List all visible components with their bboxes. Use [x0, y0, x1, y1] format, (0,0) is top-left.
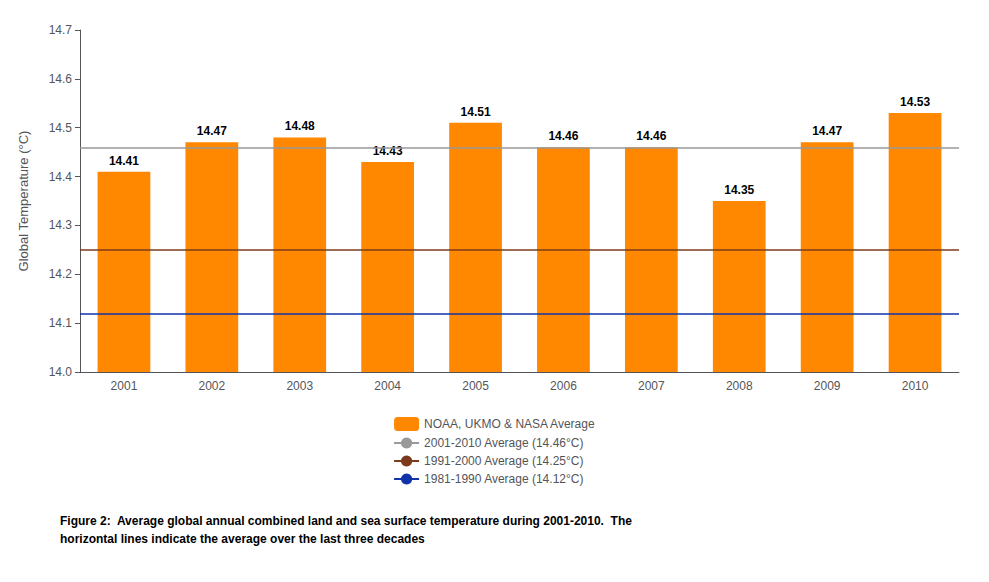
svg-text:2001: 2001 [111, 379, 138, 393]
svg-text:2002: 2002 [198, 379, 225, 393]
svg-text:14.47: 14.47 [812, 124, 842, 138]
svg-text:2010: 2010 [902, 379, 929, 393]
svg-text:2003: 2003 [286, 379, 313, 393]
svg-text:14.53: 14.53 [900, 95, 930, 109]
svg-text:14.46: 14.46 [636, 129, 666, 143]
svg-text:2005: 2005 [462, 379, 489, 393]
svg-text:14.0: 14.0 [49, 365, 73, 379]
svg-text:14.4: 14.4 [49, 170, 73, 184]
svg-text:2001-2010 Average (14.46°C): 2001-2010 Average (14.46°C) [424, 436, 583, 450]
svg-text:2008: 2008 [726, 379, 753, 393]
svg-text:14.43: 14.43 [373, 144, 403, 158]
svg-text:Figure 2: Average global annu: Figure 2: Average global annual combined… [60, 514, 632, 528]
svg-text:2009: 2009 [814, 379, 841, 393]
svg-text:Global Temperature (°C): Global Temperature (°C) [16, 131, 31, 272]
svg-text:2007: 2007 [638, 379, 665, 393]
svg-text:horizontal lines indicate the: horizontal lines indicate the average ov… [60, 532, 425, 546]
svg-text:14.41: 14.41 [109, 154, 139, 168]
svg-text:1981-1990 Average (14.12°C): 1981-1990 Average (14.12°C) [424, 472, 583, 486]
svg-text:14.6: 14.6 [49, 72, 73, 86]
svg-text:2006: 2006 [550, 379, 577, 393]
svg-text:14.51: 14.51 [461, 105, 491, 119]
svg-text:14.35: 14.35 [724, 183, 754, 197]
svg-text:14.7: 14.7 [49, 23, 73, 37]
svg-text:14.2: 14.2 [49, 267, 73, 281]
svg-text:1991-2000 Average (14.25°C): 1991-2000 Average (14.25°C) [424, 454, 583, 468]
svg-text:NOAA, UKMO & NASA Average: NOAA, UKMO & NASA Average [424, 417, 595, 431]
svg-text:14.47: 14.47 [197, 124, 227, 138]
svg-text:14.5: 14.5 [49, 121, 73, 135]
svg-text:14.1: 14.1 [49, 316, 73, 330]
svg-text:14.48: 14.48 [285, 119, 315, 133]
svg-text:14.3: 14.3 [49, 218, 73, 232]
svg-text:2004: 2004 [374, 379, 401, 393]
svg-text:14.46: 14.46 [548, 129, 578, 143]
